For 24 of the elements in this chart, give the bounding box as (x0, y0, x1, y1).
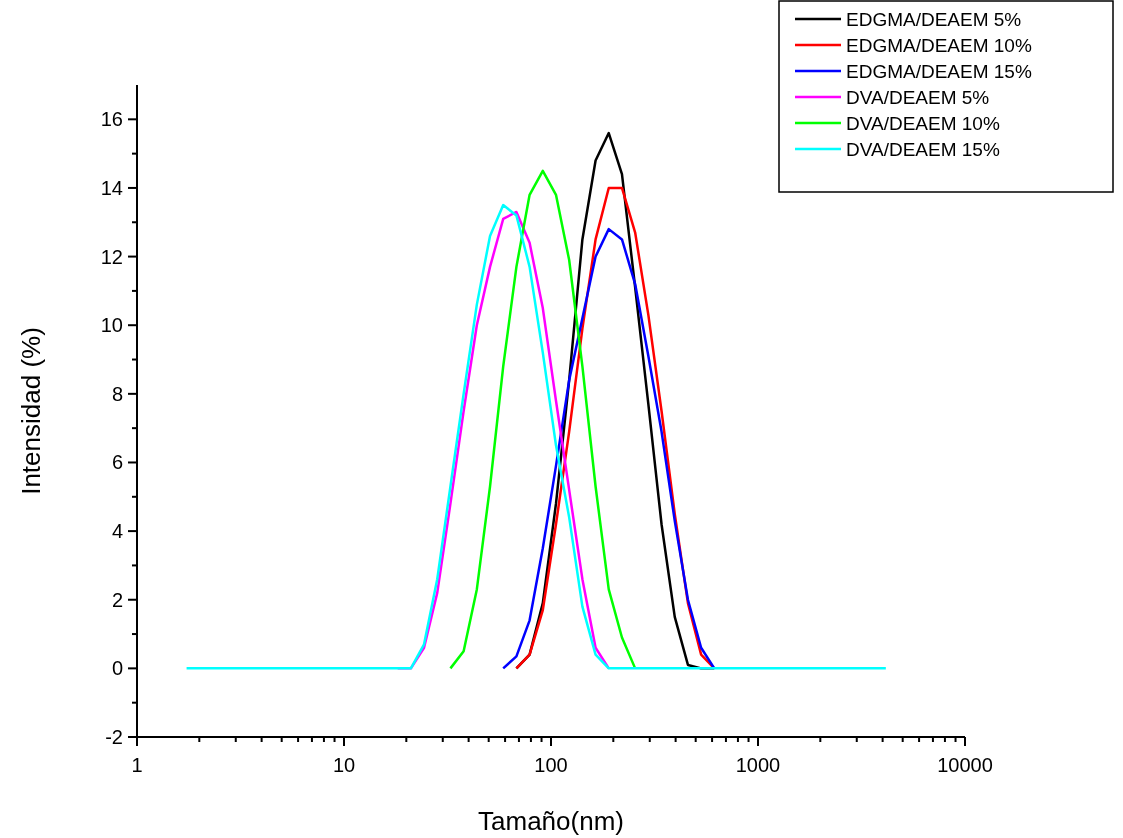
x-tick-label: 1 (131, 754, 143, 776)
x-tick-label: 10000 (937, 754, 993, 776)
legend-label: DVA/DEAEM 10% (846, 112, 1000, 134)
y-tick-label: 6 (111, 451, 123, 474)
y-tick-label: 8 (111, 382, 123, 405)
x-tick-label: 1000 (735, 754, 781, 776)
legend-label: DVA/DEAEM 15% (846, 138, 1000, 160)
y-tick-label: 12 (100, 245, 123, 268)
x-tick-label: 10 (332, 754, 356, 776)
y-tick-label: -2 (105, 726, 123, 748)
x-axis-title: Tamaño(nm) (478, 806, 624, 836)
legend-label: EDGMA/DEAEM 10% (846, 34, 1032, 56)
legend-label: DVA/DEAEM 5% (846, 86, 990, 108)
y-tick-label: 2 (111, 588, 123, 611)
y-tick-label: 10 (100, 314, 123, 337)
y-tick-label: 0 (111, 657, 123, 680)
legend-label: EDGMA/DEAEM 15% (846, 60, 1032, 82)
x-tick-label: 100 (534, 754, 568, 776)
y-tick-label: 14 (100, 176, 123, 199)
legend-label: EDGMA/DEAEM 5% (846, 8, 1022, 30)
y-tick-label: 4 (111, 520, 123, 543)
y-tick-label: 16 (100, 108, 123, 131)
y-axis-title: Intensidad (%) (16, 327, 46, 495)
line-series (449, 169, 637, 670)
